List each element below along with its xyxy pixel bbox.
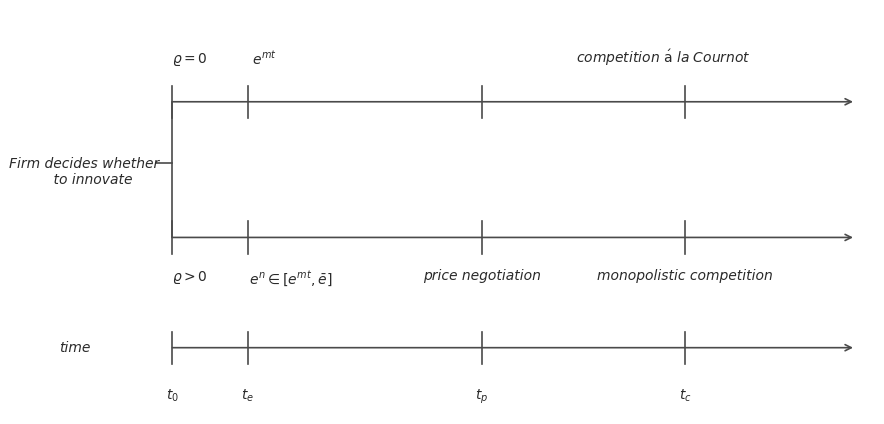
Text: $t_c$: $t_c$ (679, 388, 691, 404)
Text: $\varrho > 0$: $\varrho > 0$ (172, 269, 208, 286)
Text: $t_p$: $t_p$ (476, 388, 488, 406)
Text: $t_0$: $t_0$ (166, 388, 179, 404)
Text: Firm decides whether
    to innovate: Firm decides whether to innovate (9, 156, 159, 187)
Text: $\varrho = 0$: $\varrho = 0$ (172, 51, 208, 68)
Text: $e^{mt}$: $e^{mt}$ (252, 50, 277, 68)
Text: $e^n \in [e^{mt}, \bar{e}]$: $e^n \in [e^{mt}, \bar{e}]$ (249, 269, 332, 288)
Text: time: time (59, 340, 91, 355)
Text: $t_e$: $t_e$ (241, 388, 254, 404)
Text: monopolistic competition: monopolistic competition (598, 269, 773, 283)
Text: price negotiation: price negotiation (423, 269, 541, 283)
Text: competition $\mathrm{\acute{a}}$ la Cournot: competition $\mathrm{\acute{a}}$ la Cour… (575, 47, 751, 68)
